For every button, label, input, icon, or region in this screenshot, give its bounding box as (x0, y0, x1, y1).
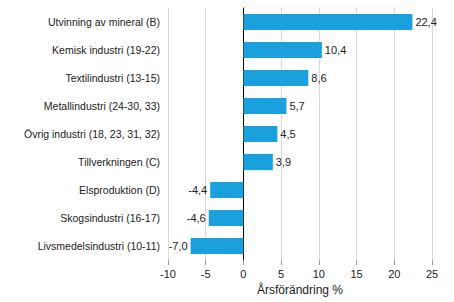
svg-text:15: 15 (350, 268, 362, 280)
svg-text:22,4: 22,4 (415, 16, 436, 28)
svg-text:5,7: 5,7 (289, 100, 304, 112)
svg-text:-5: -5 (201, 268, 211, 280)
svg-text:Tillverkningen (C): Tillverkningen (C) (78, 156, 160, 168)
svg-text:-10: -10 (160, 268, 176, 280)
svg-text:4,5: 4,5 (280, 128, 295, 140)
svg-text:20: 20 (388, 268, 400, 280)
svg-text:0: 0 (240, 268, 246, 280)
svg-text:Årsförändring %: Årsförändring % (257, 282, 343, 297)
svg-text:Livsmedelsindustri (10-11): Livsmedelsindustri (10-11) (38, 240, 160, 252)
svg-text:Metallindustri (24-30, 33): Metallindustri (24-30, 33) (44, 100, 160, 112)
svg-text:-4,4: -4,4 (188, 184, 207, 196)
svg-text:25: 25 (426, 268, 438, 280)
svg-text:Textilindustri (13-15): Textilindustri (13-15) (65, 72, 160, 84)
svg-text:10: 10 (313, 268, 325, 280)
svg-text:10,4: 10,4 (325, 44, 346, 56)
svg-text:5: 5 (278, 268, 284, 280)
svg-text:Elsproduktion (D): Elsproduktion (D) (79, 184, 160, 196)
svg-text:Kemisk industri (19-22): Kemisk industri (19-22) (52, 44, 160, 56)
svg-text:8,6: 8,6 (311, 72, 326, 84)
svg-text:Övrig industri (18, 23, 31, 32: Övrig industri (18, 23, 31, 32) (24, 128, 160, 140)
svg-text:Skogsindustri (16-17): Skogsindustri (16-17) (60, 212, 160, 224)
svg-text:3,9: 3,9 (276, 156, 291, 168)
svg-text:Utvinning av mineral (B): Utvinning av mineral (B) (48, 16, 160, 28)
svg-text:-7,0: -7,0 (169, 240, 188, 252)
svg-text:-4,6: -4,6 (187, 212, 206, 224)
